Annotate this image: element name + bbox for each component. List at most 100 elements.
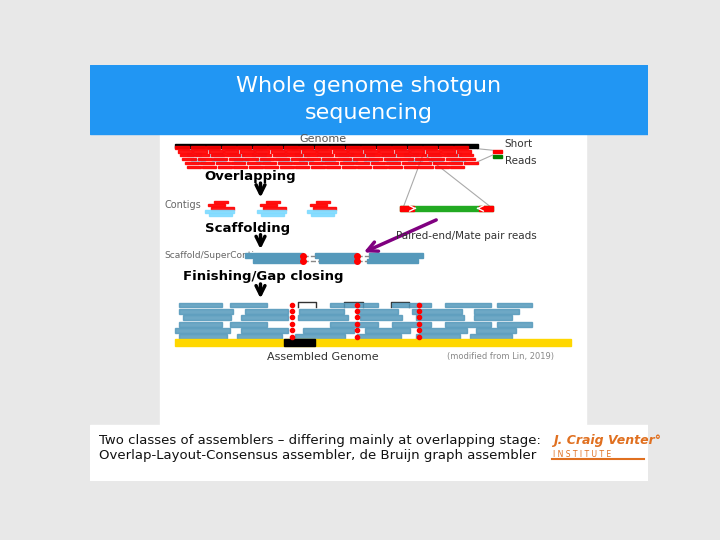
Bar <box>330 303 378 307</box>
Bar <box>253 146 266 148</box>
Bar <box>273 154 287 157</box>
Bar <box>451 166 464 168</box>
Bar <box>286 150 300 153</box>
Bar <box>90 425 648 481</box>
Bar <box>392 322 431 327</box>
Bar <box>357 334 401 339</box>
Bar <box>464 162 477 164</box>
Bar <box>313 148 327 150</box>
Bar <box>184 162 199 164</box>
Bar <box>240 150 253 153</box>
Bar <box>462 158 475 160</box>
Bar <box>433 162 446 164</box>
Text: J. Craig Venter°: J. Craig Venter° <box>554 434 662 447</box>
Bar <box>321 159 335 161</box>
Bar <box>306 158 320 160</box>
Bar <box>419 328 467 333</box>
Bar <box>261 213 284 215</box>
Bar <box>187 166 201 168</box>
Bar <box>356 148 371 150</box>
Bar <box>226 154 240 157</box>
Bar <box>315 146 329 148</box>
Bar <box>300 159 313 161</box>
Bar <box>175 339 570 346</box>
Bar <box>226 148 240 150</box>
Bar <box>447 153 462 156</box>
Bar <box>404 166 418 168</box>
Bar <box>246 162 261 164</box>
Bar <box>218 166 232 168</box>
Bar <box>371 162 384 164</box>
Bar <box>230 322 266 327</box>
Bar <box>348 150 362 153</box>
Bar <box>245 253 303 258</box>
Text: (modified from Lin, 2019): (modified from Lin, 2019) <box>447 352 554 361</box>
Bar <box>415 334 461 339</box>
Bar <box>361 146 375 148</box>
Bar <box>392 146 406 148</box>
Bar <box>382 153 396 156</box>
Bar <box>373 166 387 168</box>
Bar <box>284 339 315 346</box>
Bar <box>193 150 207 153</box>
Bar <box>493 155 503 158</box>
Bar <box>293 162 307 164</box>
Bar <box>258 154 271 157</box>
Bar <box>215 162 230 164</box>
Bar <box>315 253 357 258</box>
Bar <box>248 148 262 150</box>
Bar <box>413 154 426 157</box>
Text: Genome: Genome <box>299 134 346 144</box>
Bar <box>195 154 210 157</box>
Bar <box>234 159 248 161</box>
Bar <box>230 153 244 156</box>
Bar <box>431 158 444 160</box>
Bar <box>209 213 232 215</box>
Bar <box>244 158 258 160</box>
Polygon shape <box>90 130 648 134</box>
Bar <box>386 162 400 164</box>
Bar <box>343 159 356 161</box>
Bar <box>241 328 287 333</box>
Bar <box>175 146 189 148</box>
Bar <box>454 146 468 148</box>
Bar <box>377 146 391 148</box>
Text: Short
Reads: Short Reads <box>505 139 536 166</box>
Text: Paired-end/Mate pair reads: Paired-end/Mate pair reads <box>396 231 537 241</box>
Bar <box>241 315 287 320</box>
Bar <box>179 334 228 339</box>
Bar <box>179 322 222 327</box>
Bar <box>451 159 465 161</box>
Bar <box>402 162 415 164</box>
Bar <box>214 201 228 204</box>
Bar <box>339 153 353 156</box>
Text: Overlap-Layout-Consensus assembler, de Bruijn graph assembler: Overlap-Layout-Consensus assembler, de B… <box>99 449 536 462</box>
Text: Assembled Genome: Assembled Genome <box>266 352 378 362</box>
Bar <box>355 162 369 164</box>
Bar <box>364 150 377 153</box>
Bar <box>445 322 492 327</box>
Bar <box>497 322 532 327</box>
Bar <box>444 148 457 150</box>
Bar <box>369 253 423 258</box>
Bar <box>222 146 235 148</box>
Bar <box>417 162 431 164</box>
Bar <box>429 159 444 161</box>
Bar <box>330 146 344 148</box>
Bar <box>311 166 325 168</box>
Bar <box>388 166 402 168</box>
Bar <box>275 158 289 160</box>
Bar <box>317 153 331 156</box>
Bar <box>178 150 192 153</box>
Bar <box>229 158 243 160</box>
Bar <box>295 334 345 339</box>
Bar <box>408 159 422 161</box>
Bar <box>313 207 336 210</box>
Bar <box>209 153 222 156</box>
Bar <box>324 162 338 164</box>
Bar <box>295 153 310 156</box>
Text: Scaffolding: Scaffolding <box>204 221 290 234</box>
Bar <box>400 148 414 150</box>
Bar <box>233 166 248 168</box>
Bar <box>400 206 414 211</box>
